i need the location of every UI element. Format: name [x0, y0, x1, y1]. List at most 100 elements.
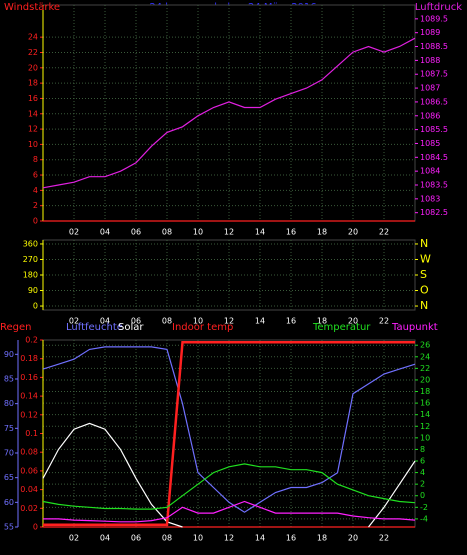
y2-tick-label: 1083.5 [420, 181, 448, 190]
x-tick-label: 04 [100, 534, 110, 543]
y2-tick-label: 22 [420, 364, 430, 373]
y2-tick-label: 1088.5 [420, 42, 448, 51]
y2-tick-label: O [420, 284, 429, 297]
x-tick-label: 10 [193, 534, 203, 543]
y-tick-label: 180 [23, 271, 38, 280]
x-tick-label: 18 [317, 228, 327, 237]
legend-label: Windstärke [4, 2, 60, 13]
legend-label: Luftdruck [415, 2, 462, 13]
y-tick-label: 0.2 [25, 336, 38, 345]
y-tick-label: 8 [33, 155, 38, 164]
y2-tick-label: 12 [420, 422, 430, 431]
y-tick-label: 18 [28, 79, 38, 88]
y2-tick-label: 2 [420, 480, 425, 489]
series-line [42, 422, 416, 528]
y2-tick-label: 18 [420, 387, 430, 396]
y2-tick-label: S [420, 268, 427, 281]
y-tick-label: 0.14 [20, 392, 38, 401]
x-tick-label: 04 [100, 317, 110, 326]
legend-label: Taupunkt [391, 322, 438, 333]
y-tick-label: 270 [23, 255, 38, 264]
y-tick-label: 0.1 [25, 429, 38, 438]
x-tick-label: 06 [131, 534, 141, 543]
y-tick-label: 12 [28, 125, 38, 134]
x-tick-label: 16 [286, 228, 296, 237]
x-tick-label: 04 [100, 228, 110, 237]
y2-tick-label: 1087 [420, 84, 440, 93]
y3-tick-label: 70 [4, 448, 14, 457]
y2-tick-label: 24 [420, 352, 430, 361]
legend-label: Regen [0, 322, 32, 333]
y-tick-label: 0.04 [20, 485, 38, 494]
legend-label: Solar [118, 322, 144, 333]
y2-tick-label: 1082.5 [420, 208, 448, 217]
x-tick-label: 20 [348, 228, 358, 237]
y2-tick-label: 1084.5 [420, 153, 448, 162]
y-tick-label: 24 [28, 33, 38, 42]
y-tick-label: 0.16 [20, 373, 38, 382]
y2-tick-label: 8 [420, 445, 425, 454]
x-tick-label: 20 [348, 534, 358, 543]
x-tick-label: 14 [255, 317, 265, 326]
x-tick-label: 14 [255, 534, 265, 543]
y3-tick-label: 55 [4, 523, 14, 532]
y2-tick-label: 14 [420, 410, 430, 419]
series-line [42, 463, 416, 510]
x-tick-label: 16 [286, 534, 296, 543]
y2-tick-label: N [420, 299, 428, 312]
x-tick-label: 12 [224, 228, 234, 237]
y2-tick-label: 6 [420, 457, 425, 466]
x-tick-label: 08 [162, 317, 172, 326]
y2-tick-label: 1087.5 [420, 70, 448, 79]
y3-tick-label: 85 [4, 374, 14, 383]
x-tick-label: 06 [131, 228, 141, 237]
y2-tick-label: 1084 [420, 167, 440, 176]
y2-tick-label: 4 [420, 468, 425, 477]
x-tick-label: 10 [193, 228, 203, 237]
y-tick-label: 2 [33, 201, 38, 210]
y-tick-label: 20 [28, 63, 38, 72]
x-tick-label: 02 [69, 317, 79, 326]
x-tick-label: 18 [317, 534, 327, 543]
y2-tick-label: 1089.5 [420, 14, 448, 23]
x-tick-label: 02 [69, 534, 79, 543]
y3-tick-label: 90 [4, 350, 14, 359]
y-tick-label: 0.08 [20, 448, 38, 457]
y-tick-label: 0.18 [20, 354, 38, 363]
x-tick-label: 08 [162, 228, 172, 237]
y-tick-label: 6 [33, 171, 38, 180]
y-tick-label: 90 [28, 286, 38, 295]
y-tick-label: 4 [33, 186, 38, 195]
y2-tick-label: 0 [420, 491, 425, 500]
y3-tick-label: 60 [4, 498, 14, 507]
y2-tick-label: 20 [420, 375, 430, 384]
y-tick-label: 0 [33, 523, 38, 532]
y3-tick-label: 80 [4, 399, 14, 408]
x-tick-label: 12 [224, 534, 234, 543]
x-tick-label: 22 [379, 534, 389, 543]
y-tick-label: 10 [28, 140, 38, 149]
legend-label: Temperatur [312, 322, 371, 333]
y2-tick-label: 1088 [420, 56, 440, 65]
y-tick-label: 0 [33, 217, 38, 226]
x-tick-label: 12 [224, 317, 234, 326]
y2-tick-label: -2 [420, 503, 428, 512]
series-line [42, 346, 416, 513]
y2-tick-label: 26 [420, 341, 430, 350]
y-tick-label: 16 [28, 94, 38, 103]
y2-tick-label: -4 [420, 514, 428, 523]
y-tick-label: 0.12 [20, 410, 38, 419]
y2-tick-label: 1083 [420, 194, 440, 203]
y2-tick-label: 1089 [420, 28, 440, 37]
y-tick-label: 0.02 [20, 504, 38, 513]
y2-tick-label: 1085.5 [420, 125, 448, 134]
x-tick-label: 06 [131, 317, 141, 326]
y-tick-label: 0 [33, 302, 38, 311]
y2-tick-label: 1086.5 [420, 97, 448, 106]
x-tick-label: 02 [69, 228, 79, 237]
x-tick-label: 22 [379, 317, 389, 326]
y3-tick-label: 65 [4, 473, 14, 482]
series-line [43, 500, 416, 523]
